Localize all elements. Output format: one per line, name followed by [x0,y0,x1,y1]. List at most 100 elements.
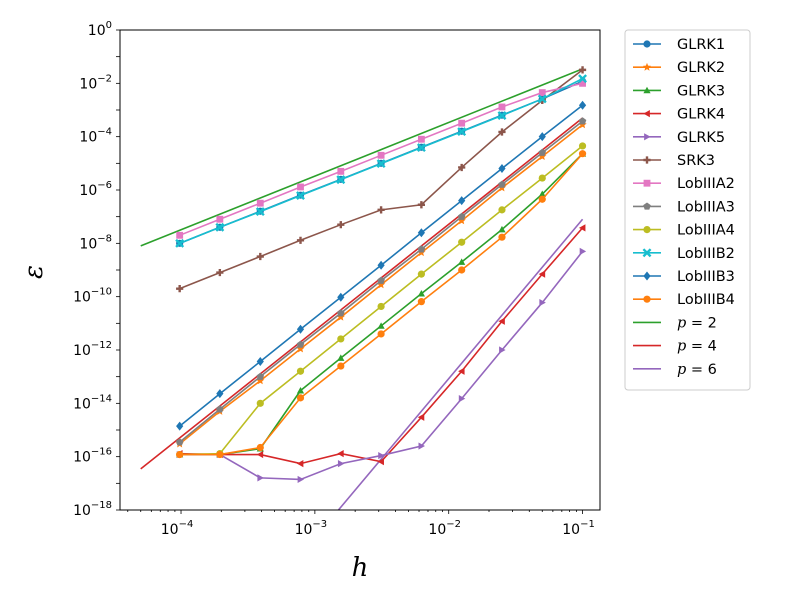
series-lobiiib2 [175,74,588,248]
plot-area [140,66,588,510]
legend-marker [643,226,651,234]
legend-entry-glrk3: GLRK3 [633,83,725,99]
data-point [578,142,587,150]
data-point [296,344,305,353]
data-point [296,340,305,348]
data-point [256,199,264,207]
legend-label: LobIIIA2 [677,176,735,192]
series-lobiiia3 [175,117,587,446]
data-point [498,225,506,233]
legend-entry-glrk5: GLRK5 [633,130,725,146]
data-point [176,231,184,239]
data-point [377,260,385,270]
data-point [417,228,425,238]
legend-label: p = 4 [677,339,717,355]
data-point [417,245,426,253]
legend-marker [643,202,651,210]
data-point [538,148,547,156]
y-tick-label: 10−12 [73,340,112,359]
data-point [257,474,264,482]
data-point [417,413,425,421]
data-point [377,458,384,466]
legend-label: p = 2 [677,315,717,331]
data-point [457,212,466,220]
data-point [578,74,588,84]
legend-entry-lobiiia2: LobIIIA2 [633,176,735,192]
data-point [579,247,587,255]
data-point [175,438,184,446]
data-point [457,216,466,225]
data-point [458,163,466,172]
legend-label: GLRK1 [677,37,725,53]
data-point [337,354,345,361]
y-tick-label: 10−2 [79,73,112,92]
data-point [538,270,546,278]
data-point [458,258,466,265]
legend-label: GLRK2 [677,60,725,76]
legend-label: GLRK5 [677,130,725,146]
reference-line-p4 [140,117,584,470]
legend-label: SRK3 [677,153,715,169]
series-srk3 [176,66,587,293]
data-point [458,395,466,403]
data-point [296,191,305,200]
data-point [175,238,185,248]
legend-entry-reference-0: p = 2 [633,315,717,331]
legend-entry-glrk4: GLRK4 [633,107,725,123]
legend-entry-glrk2: GLRK2 [633,60,725,76]
data-point [376,159,386,169]
y-tick-label: 10−18 [73,500,112,519]
data-point [256,399,264,407]
data-point [216,389,224,399]
data-point [538,132,546,142]
y-tick-label: 10−4 [79,127,112,146]
data-point [377,276,385,284]
y-axis-label: ε [19,265,49,279]
x-axis-label: h [352,553,369,583]
data-point [337,450,344,458]
data-point [337,221,345,229]
data-point [498,103,506,111]
data-point [578,100,587,110]
legend-label: LobIIIA3 [677,199,735,215]
legend-label: LobIIIB3 [677,269,735,285]
legend-marker [643,271,651,281]
data-point [336,312,345,321]
data-point [216,405,224,413]
legend-entry-lobiiib4: LobIIIB4 [633,292,735,308]
y-tick-label: 10−8 [79,233,112,252]
data-point [578,150,587,158]
data-point [378,451,385,460]
data-point [377,330,385,338]
legend-label: GLRK3 [677,83,725,99]
legend: GLRK1 GLRK2 GLRK3 GLRK4 GLRK5 SRK3 LobIIIA2 Lob… [624,29,751,391]
data-point [336,175,346,185]
data-point [578,117,587,125]
series-lobiiia4 [176,142,587,459]
data-point [176,450,184,459]
data-point [256,450,264,459]
data-point [498,128,506,136]
y-tick-label: 100 [88,20,112,39]
legend-label: LobIIIB4 [677,292,735,308]
legend-label: LobIIIB2 [677,246,735,262]
axes-frame [119,29,601,511]
legend-marker [643,156,651,164]
data-point [337,167,345,175]
data-point [377,151,385,159]
series-line [179,69,584,290]
y-tick-label: 10−16 [73,447,112,466]
legend-marker [643,179,651,187]
data-point [216,268,224,277]
data-point [418,442,425,450]
data-point [498,206,506,214]
data-point [215,222,225,232]
data-point [417,270,425,278]
data-point [417,290,425,297]
data-point [377,302,385,311]
data-point [296,387,305,394]
data-point [498,164,506,174]
data-point [176,421,184,431]
legend-entry-srk3: SRK3 [633,153,715,169]
